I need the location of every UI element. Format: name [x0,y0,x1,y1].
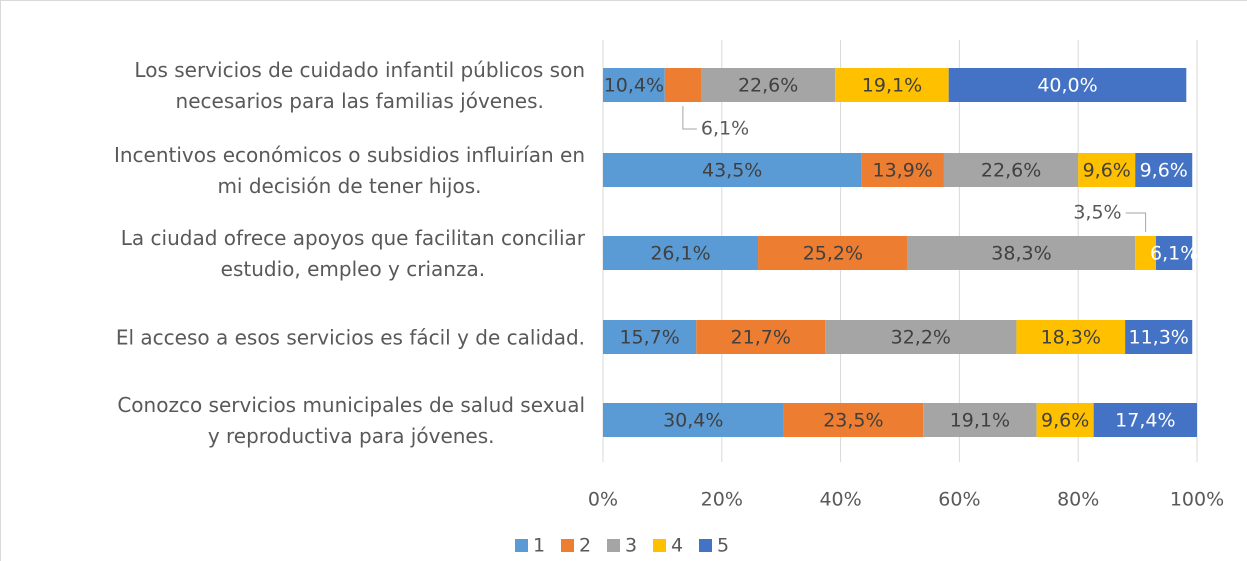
x-tick-label: 80% [1057,489,1099,511]
data-label: 38,3% [991,243,1051,265]
bar-segment [825,320,1017,354]
legend-label: 3 [625,535,637,557]
data-label: 11,3% [1129,327,1189,349]
data-label: 19,1% [950,410,1010,432]
bar-segment [758,236,908,270]
category-label: Conozco servicios municipales de salud s… [117,393,585,448]
bar-segment [861,153,944,187]
data-label: 22,6% [981,160,1041,182]
bar-segment [1016,320,1126,354]
bar-segment [1036,403,1094,437]
leader-line [682,106,697,130]
bar-segment [664,68,702,102]
category-label: El acceso a esos servicios es fácil y de… [115,325,585,350]
x-tick-label: 20% [701,489,743,511]
x-tick-label: 60% [938,489,980,511]
category-label: Los servicios de cuidado infantil públic… [134,58,585,113]
data-label: 23,5% [823,410,883,432]
data-label: 40,0% [1037,75,1097,97]
data-label: 18,3% [1041,327,1101,349]
legend-swatch [653,539,666,552]
legend-swatch [607,539,620,552]
bar-segment [696,320,826,354]
legend-label: 1 [533,535,545,557]
data-label: 21,7% [731,327,791,349]
data-label: 22,6% [738,75,798,97]
data-label: 30,4% [663,410,723,432]
data-label: 6,1% [701,118,749,140]
legend-label: 4 [671,535,683,557]
data-label: 10,4% [604,75,664,97]
data-label: 17,4% [1115,410,1175,432]
bar-segment [1078,153,1136,187]
data-label: 9,6% [1140,160,1188,182]
data-label: 3,5% [1073,202,1121,224]
data-label: 6,1% [1150,243,1198,265]
bar-segment [923,403,1037,437]
x-tick-label: 0% [588,489,618,511]
bar-segment [1156,236,1193,270]
x-tick-label: 100% [1170,489,1224,511]
bar-segment [603,236,759,270]
data-label: 32,2% [891,327,951,349]
bar-segment [603,320,697,354]
leader-line [1125,212,1147,232]
data-label: 43,5% [702,160,762,182]
bar-segment [943,153,1079,187]
legend-label: 2 [579,535,591,557]
bar-segment [835,68,949,102]
bar-segment [1135,236,1157,270]
bar-segment [603,153,862,187]
x-tick-label: 40% [819,489,861,511]
legend-swatch [699,539,712,552]
bar-segment [1093,403,1197,437]
bar-segment [783,403,924,437]
data-label: 25,2% [803,243,863,265]
data-label: 19,1% [862,75,922,97]
bar-segment [701,68,836,102]
data-label: 9,6% [1083,160,1131,182]
legend-label: 5 [717,535,729,557]
category-label: La ciudad ofrece apoyos que facilitan co… [120,226,585,281]
data-label: 26,1% [650,243,710,265]
data-label: 15,7% [619,327,679,349]
legend-swatch [515,539,528,552]
bar-segment [948,68,1187,102]
bar-segment [1125,320,1193,354]
data-label: 9,6% [1041,410,1089,432]
bar-segment [907,236,1136,270]
legend-swatch [561,539,574,552]
bar-segment [1135,153,1193,187]
bar-segment [603,68,665,102]
category-label: Incentivos económicos o subsidios influi… [113,143,585,198]
data-label: 13,9% [872,160,932,182]
bar-segment [603,403,784,437]
